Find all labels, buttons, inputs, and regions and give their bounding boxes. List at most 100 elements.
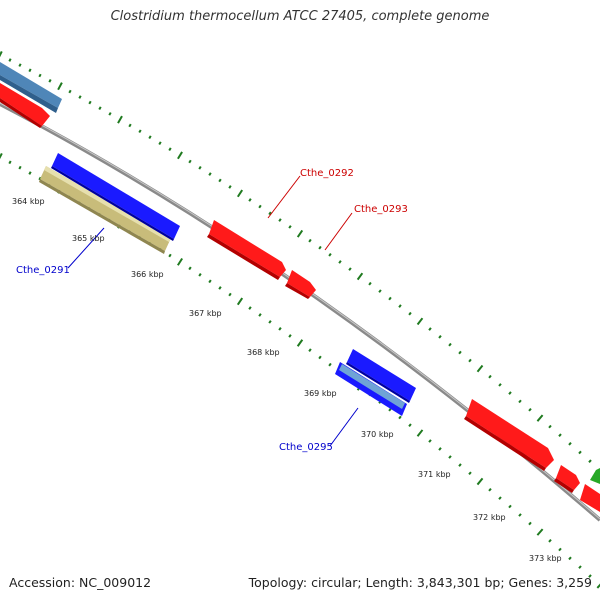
leader-cthe-0291 (67, 227, 105, 269)
gene-label-cthe-0295[interactable]: Cthe_0295 (279, 442, 333, 453)
minor-tick (148, 135, 152, 139)
feature-steelblue-top-shade (0, 75, 58, 113)
ruler-label: 370 kbp (361, 430, 394, 439)
minor-tick (388, 296, 392, 301)
minor-tick (438, 335, 442, 339)
minor-tick (468, 358, 472, 363)
minor-tick (518, 399, 522, 404)
gene-cthe-0293-shade (285, 283, 310, 299)
leader-cthe-0295 (329, 407, 359, 447)
minor-tick (258, 204, 262, 209)
gene-label-cthe-0292[interactable]: Cthe_0292 (300, 168, 354, 179)
label-leaders (67, 175, 359, 447)
minor-tick (368, 281, 372, 286)
feature-steelblue-top[interactable] (0, 62, 62, 108)
feature-blue-bar-1[interactable] (52, 153, 180, 239)
minor-tick (568, 441, 572, 446)
minor-tick (328, 362, 332, 367)
minor-tick (508, 391, 512, 395)
gene-cthe-0293[interactable] (287, 270, 316, 297)
minor-tick (168, 253, 172, 258)
gene-cthe-0292[interactable] (209, 220, 286, 277)
gene-label-cthe-0293[interactable]: Cthe_0293 (354, 204, 408, 215)
minor-tick (448, 342, 452, 347)
minor-tick (308, 348, 312, 352)
minor-tick (248, 306, 252, 310)
minor-tick (228, 185, 232, 189)
major-tick (476, 477, 484, 486)
minor-tick (458, 463, 462, 467)
minor-tick (428, 439, 432, 443)
ruler-label: 371 kbp (418, 470, 451, 479)
major-tick (536, 414, 544, 422)
major-tick (177, 257, 183, 266)
minor-tick (68, 89, 72, 94)
minor-tick (488, 374, 492, 379)
major-tick (296, 339, 304, 347)
minor-tick (558, 433, 562, 437)
outer-tick-row (0, 50, 600, 474)
minor-tick (378, 289, 382, 293)
minor-tick (208, 279, 212, 284)
minor-tick (78, 95, 82, 99)
feature-red-right-arrow-2-shade (554, 478, 574, 493)
minor-tick (408, 311, 412, 316)
genome-backbone (0, 102, 600, 522)
minor-tick (518, 513, 522, 517)
major-tick (416, 429, 424, 437)
minor-tick (548, 424, 552, 429)
major-tick (236, 189, 244, 198)
minor-tick (158, 141, 162, 145)
minor-tick (508, 504, 512, 509)
feature-blue-bar-2[interactable] (347, 349, 416, 401)
minor-tick (438, 447, 442, 451)
genome-backbone-highlight (0, 102, 600, 520)
major-tick (536, 528, 544, 536)
feature-red-right-arrow-3[interactable] (580, 484, 600, 512)
gene-cthe-0291[interactable] (40, 166, 171, 251)
minor-tick (488, 487, 492, 492)
minor-tick (328, 252, 332, 257)
minor-tick (388, 407, 392, 412)
minor-tick (28, 68, 32, 73)
minor-tick (198, 165, 202, 170)
minor-tick (98, 106, 102, 110)
minor-tick (578, 450, 582, 455)
major-tick (0, 50, 3, 58)
feature-green-right[interactable] (590, 468, 600, 484)
ruler-label: 367 kbp (189, 309, 222, 318)
gene-cthe-0291-highlight (44, 166, 171, 242)
minor-tick (528, 407, 532, 412)
feature-red-right-arrow-2[interactable] (556, 465, 580, 490)
gene-cthe-0292-shade (207, 234, 280, 280)
major-tick (177, 151, 183, 160)
feature-red-right-arrow-1[interactable] (466, 399, 554, 468)
minor-tick (468, 471, 472, 476)
minor-tick (48, 79, 52, 83)
feature-blue-bar-2-shade (346, 362, 410, 403)
minor-tick (18, 165, 22, 170)
genome-summary-text: Topology: circular; Length: 3,843,301 bp… (248, 575, 592, 590)
major-tick (476, 364, 484, 373)
feature-red-top-arrow[interactable] (0, 83, 50, 126)
ruler-label: 373 kbp (529, 554, 562, 563)
minor-tick (198, 272, 202, 277)
minor-tick (188, 266, 192, 271)
minor-tick (588, 574, 592, 578)
gene-label-cthe-0291[interactable]: Cthe_0291 (16, 265, 70, 276)
minor-tick (548, 538, 552, 543)
minor-tick (218, 286, 222, 290)
feature-red-right-arrow-1-shade (464, 416, 546, 471)
gene-cthe-0295-inner (339, 364, 405, 409)
major-tick (117, 115, 123, 124)
minor-tick (248, 198, 252, 202)
minor-tick (278, 218, 282, 222)
minor-tick (128, 123, 132, 128)
major-tick (296, 229, 304, 238)
inner-tick-row (0, 152, 600, 589)
minor-tick (28, 171, 32, 175)
minor-tick (258, 313, 262, 317)
minor-tick (268, 211, 272, 216)
major-tick (0, 152, 3, 160)
